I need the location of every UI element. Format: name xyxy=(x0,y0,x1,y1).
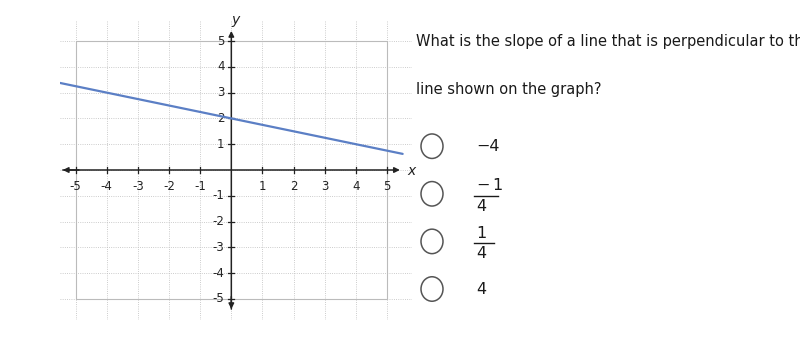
Text: -2: -2 xyxy=(213,215,225,228)
Text: 3: 3 xyxy=(321,180,329,193)
Text: $\mathregular{4}$: $\mathregular{4}$ xyxy=(476,198,487,214)
Text: 5: 5 xyxy=(217,35,225,48)
Text: $\mathregular{4}$: $\mathregular{4}$ xyxy=(476,245,487,261)
Text: -3: -3 xyxy=(213,241,225,254)
Text: 4: 4 xyxy=(352,180,360,193)
Text: 1: 1 xyxy=(258,180,266,193)
Text: What is the slope of a line that is perpendicular to the: What is the slope of a line that is perp… xyxy=(416,34,800,49)
Text: y: y xyxy=(231,13,239,27)
Text: 5: 5 xyxy=(383,180,390,193)
Text: -3: -3 xyxy=(132,180,144,193)
Text: $\mathregular{1}$: $\mathregular{1}$ xyxy=(476,225,486,241)
Text: $-\,\mathregular{1}$: $-\,\mathregular{1}$ xyxy=(476,177,502,193)
Text: 4: 4 xyxy=(217,60,225,73)
Bar xyxy=(75,41,387,299)
Text: -4: -4 xyxy=(213,267,225,280)
Text: 3: 3 xyxy=(217,86,225,99)
Text: line shown on the graph?: line shown on the graph? xyxy=(416,82,602,97)
Text: -5: -5 xyxy=(70,180,82,193)
Text: -1: -1 xyxy=(194,180,206,193)
Text: -4: -4 xyxy=(101,180,113,193)
Text: -5: -5 xyxy=(213,292,225,305)
Text: −4: −4 xyxy=(476,139,499,154)
Text: 1: 1 xyxy=(217,138,225,151)
Text: 2: 2 xyxy=(290,180,298,193)
Text: -1: -1 xyxy=(213,189,225,202)
Text: 4: 4 xyxy=(476,282,486,296)
Text: -2: -2 xyxy=(163,180,175,193)
Text: x: x xyxy=(407,164,415,178)
Text: 2: 2 xyxy=(217,112,225,125)
